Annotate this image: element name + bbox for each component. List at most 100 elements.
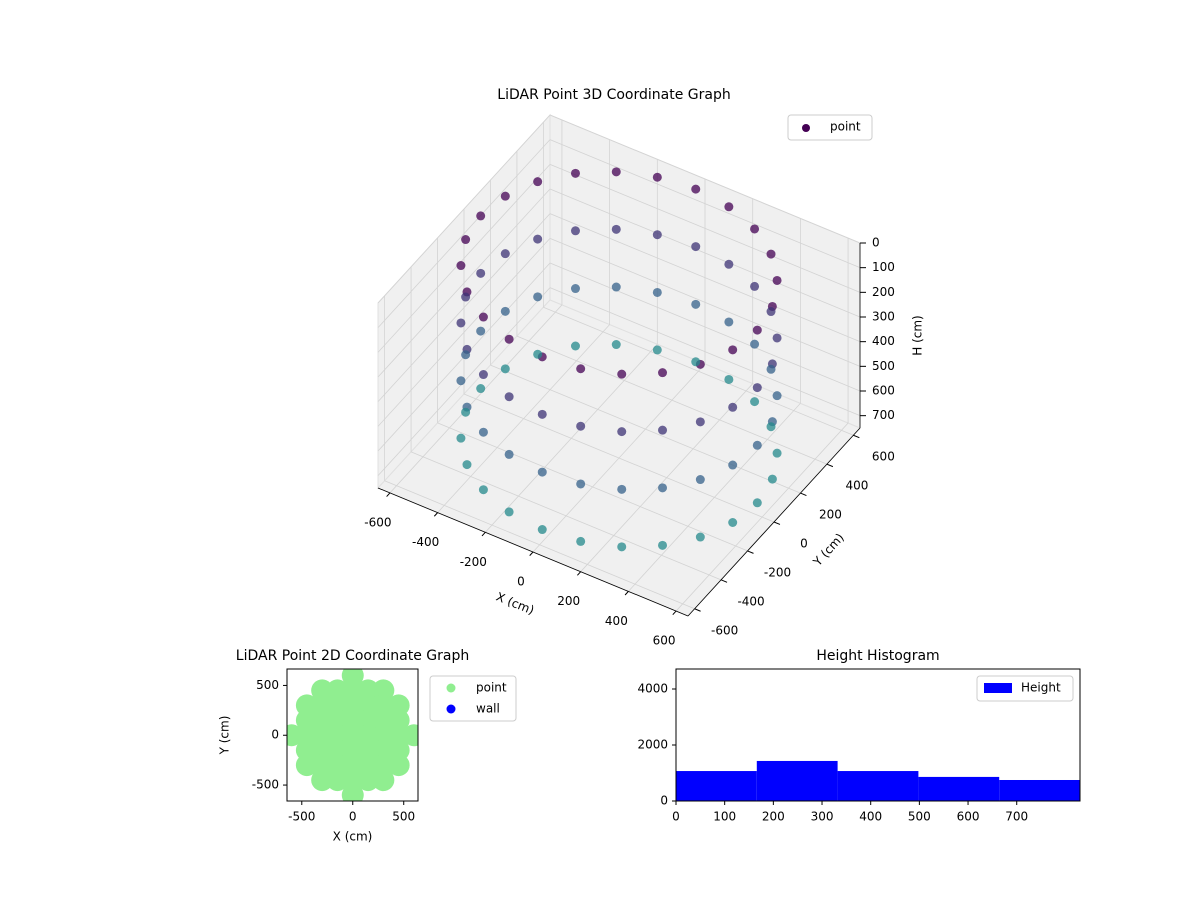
point [461, 350, 471, 360]
point [456, 433, 466, 443]
x-tick-label: -500 [288, 810, 315, 824]
point [461, 407, 471, 417]
point [691, 242, 701, 252]
point [695, 417, 705, 427]
point [576, 421, 586, 431]
grid-line [490, 364, 801, 494]
y-tick-label: 600 [872, 450, 895, 464]
point [570, 168, 580, 178]
point [766, 422, 776, 432]
point [533, 234, 543, 244]
point [750, 339, 760, 349]
plot-points [287, 669, 418, 801]
tick-mark [853, 434, 860, 439]
bar [999, 779, 1080, 801]
grid-line [377, 164, 551, 353]
y-tick-label: -200 [764, 565, 791, 579]
tick-mark [529, 551, 534, 556]
grid-line [549, 114, 861, 244]
grid-line [437, 422, 748, 552]
point [570, 226, 580, 236]
point [533, 349, 543, 359]
x-axis-label: X (cm) [333, 830, 373, 844]
y-tick-label: 2000 [637, 737, 668, 751]
point [570, 341, 580, 351]
point [311, 769, 334, 792]
tick-mark [672, 610, 677, 616]
z-tick-label: 400 [872, 334, 895, 348]
x-tick-label: 0 [517, 575, 525, 589]
y-axis-label: Y (cm) [810, 531, 847, 570]
point [576, 536, 586, 546]
legend-marker [446, 704, 456, 714]
point [478, 485, 488, 495]
grid-line [463, 393, 775, 523]
z-tick-label: 200 [872, 285, 895, 299]
x-tick-label: -400 [412, 535, 439, 549]
point [728, 402, 738, 412]
point [766, 307, 776, 317]
z-tick-label: 700 [872, 408, 895, 422]
point [772, 333, 782, 343]
point [724, 374, 734, 384]
legend-marker [446, 683, 456, 693]
point [750, 224, 760, 234]
point [476, 211, 486, 221]
point [326, 769, 349, 792]
x-tick-label: 300 [811, 810, 834, 824]
legend-marker [802, 124, 810, 132]
grid-line [543, 306, 854, 436]
grid-line [549, 163, 861, 293]
point [456, 318, 466, 328]
point [724, 259, 734, 269]
tick-mark [720, 579, 728, 583]
point [766, 364, 776, 374]
grid-line [549, 213, 861, 343]
y-tick-label: 400 [845, 479, 868, 493]
point [652, 230, 662, 240]
bar [676, 771, 757, 801]
grid-line [516, 335, 828, 465]
x-tick-label: 200 [557, 594, 580, 608]
point [752, 440, 762, 450]
point [611, 340, 621, 350]
point [652, 345, 662, 355]
point [533, 292, 543, 302]
chart-title: LiDAR Point 2D Coordinate Graph [236, 648, 469, 664]
point [772, 275, 782, 285]
point [617, 427, 627, 437]
legend-label: point [476, 681, 507, 695]
point [766, 249, 776, 259]
point [652, 172, 662, 182]
legend-box [976, 675, 1074, 702]
point [752, 498, 762, 508]
grid-line [549, 262, 861, 392]
legend-box [787, 114, 873, 141]
y-tick-label: 200 [819, 508, 842, 522]
z-tick-label: 100 [872, 260, 895, 274]
point [456, 261, 466, 271]
x-tick-label: 500 [392, 810, 415, 824]
point [295, 754, 318, 777]
grid-line [377, 139, 551, 328]
point [504, 507, 514, 517]
legend-label: wall [476, 702, 500, 716]
point [478, 312, 488, 322]
x-tick-label: 400 [859, 810, 882, 824]
z-tick-label: 600 [872, 384, 895, 398]
y-tick-label: -600 [711, 623, 738, 637]
tick-mark [773, 521, 781, 525]
y-tick-label: 0 [271, 728, 279, 742]
chart-title: LiDAR Point 3D Coordinate Graph [497, 87, 730, 103]
point [750, 281, 760, 291]
grid-line [549, 188, 861, 318]
point [537, 525, 547, 535]
legend-swatch [984, 683, 1012, 693]
point [478, 427, 488, 437]
x-tick-label: -200 [460, 555, 487, 569]
point [537, 409, 547, 419]
point [658, 425, 668, 435]
grid-line [549, 287, 861, 417]
point [461, 235, 471, 245]
